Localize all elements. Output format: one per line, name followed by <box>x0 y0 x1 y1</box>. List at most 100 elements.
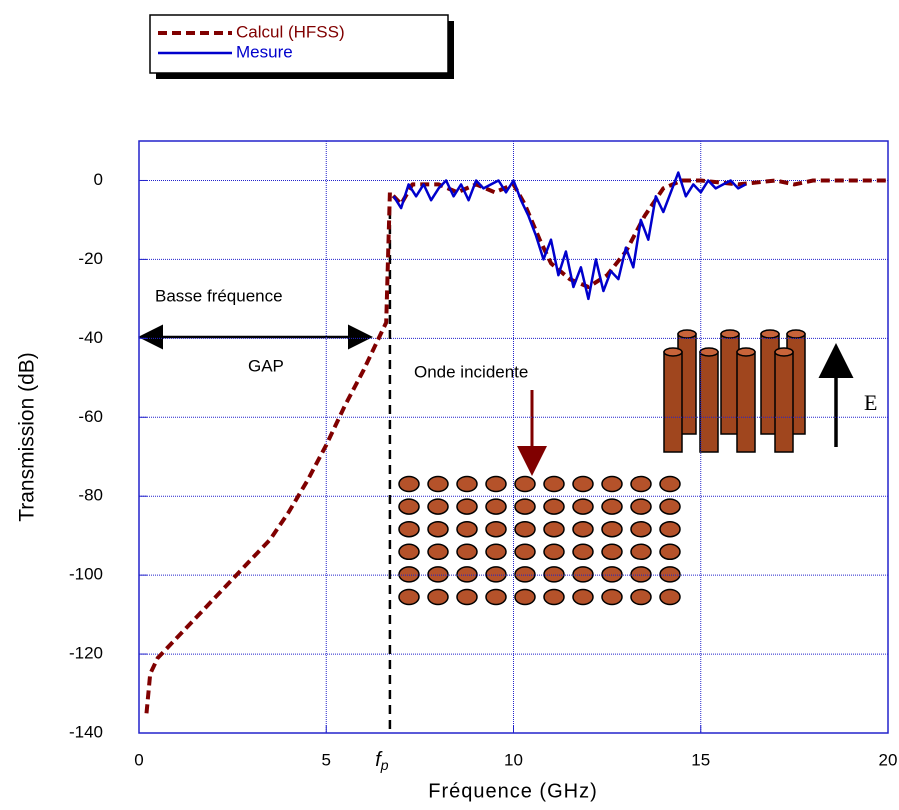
rod-section <box>427 475 449 493</box>
rod-section <box>456 475 478 493</box>
rod-section <box>456 498 478 515</box>
rod-section <box>427 498 449 515</box>
rod-section <box>398 498 420 515</box>
rod-section <box>572 498 594 515</box>
y-tick-label: -20 <box>78 249 103 268</box>
rod-section <box>485 588 507 606</box>
rod-section <box>398 588 420 606</box>
rod-section <box>543 498 565 515</box>
cylinder-top <box>720 329 740 339</box>
annotation: Onde incidente <box>414 362 528 381</box>
y-axis-label: Transmission (dB) <box>16 352 39 522</box>
rod-section <box>630 543 652 561</box>
y-tick-label: 0 <box>94 170 103 189</box>
rod-section <box>572 520 594 538</box>
rod-section <box>514 498 536 515</box>
cylinder-top <box>699 347 719 357</box>
rod-section <box>543 588 565 606</box>
rod-section <box>514 543 536 561</box>
rod-section <box>514 566 536 583</box>
cylinder-top <box>786 329 806 339</box>
rod-section <box>398 543 420 561</box>
y-tick-label: -120 <box>69 644 103 663</box>
x-tick-label: 10 <box>504 750 523 769</box>
y-tick-label: -140 <box>69 722 103 741</box>
rod-section <box>456 588 478 606</box>
rod-section <box>601 543 623 561</box>
rod-section <box>427 588 449 606</box>
rod-section <box>543 566 565 583</box>
series-line <box>392 171 747 301</box>
legend-label: Calcul (HFSS) <box>236 22 345 41</box>
rod-section <box>398 566 420 583</box>
plot-frame <box>138 140 889 734</box>
x-tick-label: 0 <box>134 750 143 769</box>
rod-section <box>572 543 594 561</box>
rod-section <box>485 475 507 493</box>
rod-section <box>485 543 507 561</box>
rod-section <box>398 475 420 493</box>
x-tick-label: 15 <box>691 750 710 769</box>
rod-section <box>514 520 536 538</box>
rod-section <box>398 520 420 538</box>
cylinder-body <box>663 351 683 453</box>
cylinder-body <box>736 351 756 453</box>
x-tick-label: 5 <box>322 750 331 769</box>
annotation: Basse fréquence <box>155 286 283 305</box>
marker-label: fp <box>375 749 389 772</box>
rod-section <box>572 566 594 583</box>
rod-section <box>543 520 565 538</box>
legend-label: Mesure <box>236 42 293 61</box>
rod-section <box>630 498 652 515</box>
cylinder-top <box>736 347 756 357</box>
rod-section <box>659 498 681 515</box>
rod-section <box>543 475 565 493</box>
rod-section <box>630 520 652 538</box>
x-tick-label: 20 <box>879 750 898 769</box>
cylinder-body <box>774 351 794 453</box>
rod-section <box>659 543 681 561</box>
cylinder-body <box>699 351 719 453</box>
y-tick-label: -40 <box>78 328 103 347</box>
rod-section <box>601 475 623 493</box>
legend <box>149 14 449 74</box>
rod-section <box>630 475 652 493</box>
cylinder-top <box>774 347 794 357</box>
rod-section <box>572 588 594 606</box>
y-tick-label: -80 <box>78 486 103 505</box>
x-axis-label: Fréquence (GHz) <box>428 780 598 802</box>
rod-section <box>601 498 623 515</box>
y-tick-label: -60 <box>78 407 103 426</box>
legend-items: Calcul (HFSS)Mesure <box>158 22 345 61</box>
rod-section <box>456 520 478 538</box>
rod-section <box>485 520 507 538</box>
rod-section <box>427 543 449 561</box>
rod-section <box>659 520 681 538</box>
rod-section <box>514 475 536 493</box>
rod-section <box>456 543 478 561</box>
cylinder-top <box>677 329 697 339</box>
rod-section <box>572 475 594 493</box>
annotation: E <box>864 390 877 415</box>
rod-section <box>659 588 681 606</box>
rod-section <box>659 475 681 493</box>
rod-section <box>485 566 507 583</box>
marker-label-sub: p <box>380 757 389 773</box>
rod-section <box>485 498 507 515</box>
rod-section <box>427 566 449 583</box>
rod-section <box>601 588 623 606</box>
cylinder-top <box>760 329 780 339</box>
rod-section <box>456 566 478 583</box>
rod-section <box>543 543 565 561</box>
marker-label-main: f <box>375 749 383 771</box>
cylinder-top <box>663 347 683 357</box>
rod-section <box>630 588 652 606</box>
cylinders <box>398 329 806 606</box>
y-tick-label: -100 <box>69 565 103 584</box>
rod-section <box>630 566 652 583</box>
rod-section <box>427 520 449 538</box>
rod-section <box>514 588 536 606</box>
annotation: GAP <box>248 356 284 375</box>
